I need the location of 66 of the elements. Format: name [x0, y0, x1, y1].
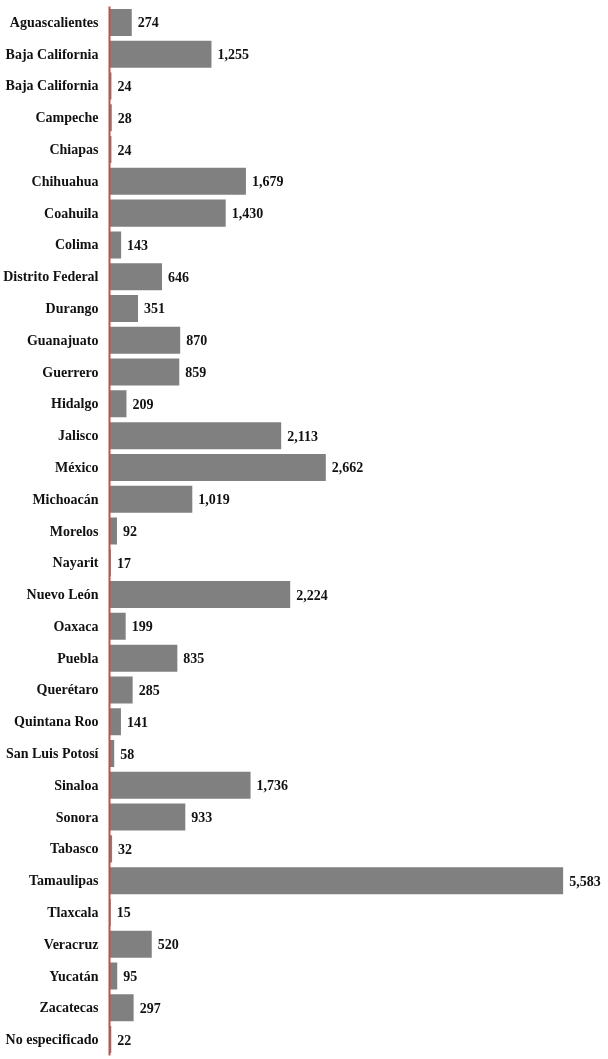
y-tick-label: Puebla — [57, 650, 99, 666]
data-label: 17 — [116, 555, 131, 571]
data-label: 2,224 — [296, 587, 328, 603]
data-label: 24 — [117, 142, 132, 158]
data-label: 58 — [120, 746, 135, 762]
data-label: 520 — [157, 937, 179, 953]
data-label: 209 — [132, 396, 154, 412]
data-label: 351 — [144, 301, 166, 317]
data-label: 24 — [117, 78, 132, 94]
data-label: 2,662 — [331, 460, 364, 476]
y-tick-label: San Luis Potosí — [5, 746, 100, 762]
y-tick-label: Chihuahua — [31, 173, 99, 189]
data-label: 22 — [117, 1032, 132, 1048]
y-tick-label: Jalisco — [58, 428, 99, 444]
y-tick-label: No especificado — [5, 1032, 99, 1048]
y-tick-label: Baja California — [5, 46, 99, 62]
data-label: 143 — [127, 237, 149, 253]
data-label: 646 — [167, 269, 189, 285]
data-label: 2,113 — [287, 428, 318, 444]
y-tick-label: Querétaro — [36, 682, 99, 698]
data-label: 274 — [137, 15, 159, 31]
data-label: 933 — [191, 810, 213, 826]
data-label: 285 — [138, 682, 160, 698]
y-tick-label: Hidalgo — [51, 396, 99, 412]
y-tick-label: Tamaulipas — [28, 873, 100, 889]
data-label: 1,255 — [217, 47, 249, 63]
y-tick-label: Baja California — [5, 78, 99, 94]
y-tick-label: Tabasco — [50, 841, 99, 857]
y-tick-label: Distrito Federal — [3, 269, 99, 285]
data-label: 15 — [116, 905, 131, 921]
y-tick-label: Zacatecas — [39, 1000, 100, 1016]
y-tick-label: Tlaxcala — [47, 904, 99, 920]
y-tick-label: Coahuila — [44, 205, 99, 221]
y-tick-label: Sinaloa — [54, 777, 99, 793]
y-tick-label: Morelos — [49, 523, 100, 539]
y-tick-label: Nuevo León — [26, 587, 99, 603]
data-label: 32 — [118, 841, 133, 857]
data-label: 859 — [185, 365, 207, 381]
data-label: 1,679 — [251, 174, 284, 190]
y-tick-label: Chiapas — [49, 142, 100, 158]
y-tick-label: Guerrero — [42, 364, 99, 380]
data-label: 297 — [139, 1000, 161, 1016]
y-tick-label: Oaxaca — [53, 618, 99, 634]
data-label: 835 — [183, 651, 205, 667]
y-tick-label: Michoacán — [32, 491, 99, 507]
data-label: 92 — [122, 524, 137, 539]
data-label: 1,019 — [198, 492, 230, 508]
y-tick-label: Colima — [54, 237, 99, 253]
y-tick-label: Sonora — [55, 809, 99, 825]
y-tick-label: Veracruz — [43, 936, 99, 952]
data-label: 1,430 — [231, 206, 264, 222]
y-tick-label: Durango — [45, 300, 99, 316]
data-label: 5,583 — [569, 873, 601, 889]
data-label: 141 — [126, 714, 148, 730]
data-label: 1,736 — [256, 778, 289, 794]
data-label: 199 — [131, 619, 153, 635]
data-label: 95 — [123, 969, 138, 985]
data-label: 870 — [186, 333, 208, 349]
y-tick-label: Quintana Roo — [14, 714, 99, 730]
y-tick-label: Campeche — [35, 110, 99, 126]
y-tick-label: Nayarit — [52, 555, 99, 571]
y-tick-label: Guanajuato — [26, 332, 99, 348]
y-tick-label: Aguascalientes — [9, 14, 100, 30]
y-tick-label: Yucatán — [49, 968, 99, 984]
data-label: 28 — [117, 110, 132, 126]
y-tick-label: México — [54, 459, 99, 475]
